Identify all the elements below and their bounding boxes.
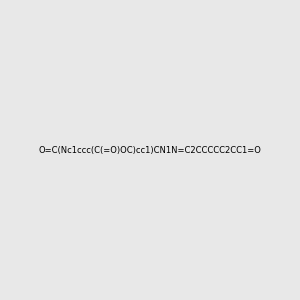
Text: O=C(Nc1ccc(C(=O)OC)cc1)CN1N=C2CCCCC2CC1=O: O=C(Nc1ccc(C(=O)OC)cc1)CN1N=C2CCCCC2CC1=… [39,146,261,154]
